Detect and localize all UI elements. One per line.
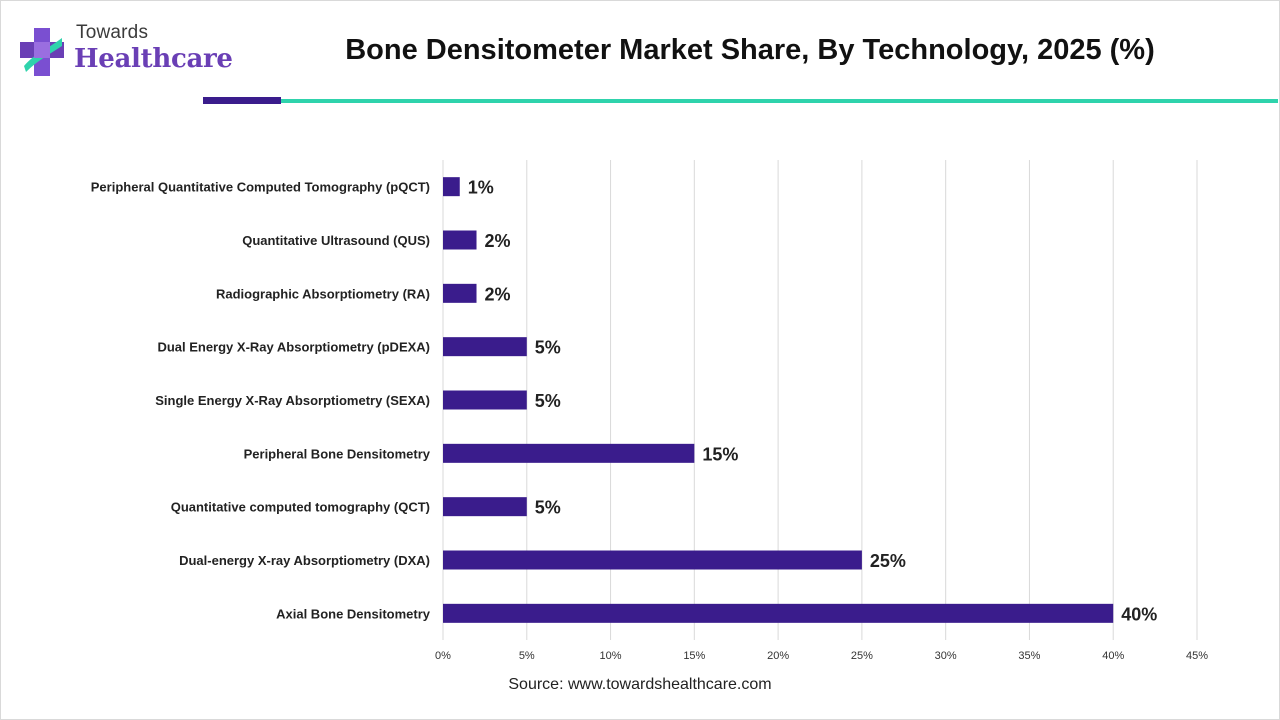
x-tick-label: 35% [1018, 650, 1040, 662]
title-underline [281, 99, 1278, 103]
bar [443, 283, 477, 303]
data-label: 5% [535, 338, 561, 358]
brand-line2: Healthcare [74, 44, 233, 74]
category-label: Quantitative Ultrasound (QUS) [242, 233, 430, 248]
x-tick-label: 25% [851, 650, 873, 662]
data-label: 15% [702, 444, 738, 464]
medical-cross-icon [20, 28, 64, 76]
bar [443, 390, 527, 410]
bar [443, 550, 862, 570]
category-label: Axial Bone Densitometry [276, 606, 431, 621]
bar [443, 443, 695, 463]
x-tick-label: 30% [935, 650, 957, 662]
data-label: 5% [535, 391, 561, 411]
source-note: Source: www.towardshealthcare.com [0, 676, 1280, 694]
source-text: Source: www.towardshealthcare.com [508, 676, 772, 693]
x-tick-label: 45% [1186, 650, 1208, 662]
x-tick-label: 40% [1102, 650, 1124, 662]
category-label: Single Energy X-Ray Absorptiometry (SEXA… [155, 393, 430, 408]
bar [443, 603, 1114, 623]
x-tick-label: 20% [767, 650, 789, 662]
category-label: Dual-energy X-ray Absorptiometry (DXA) [179, 553, 430, 568]
title-underline-accent [203, 97, 281, 104]
data-label: 5% [535, 498, 561, 518]
category-label: Peripheral Quantitative Computed Tomogra… [91, 180, 430, 195]
data-label: 40% [1121, 604, 1157, 624]
category-label: Peripheral Bone Densitometry [244, 446, 431, 461]
x-tick-label: 10% [600, 650, 622, 662]
bar [443, 497, 527, 517]
data-label: 1% [468, 178, 494, 198]
category-label: Quantitative computed tomography (QCT) [171, 500, 430, 515]
data-label: 25% [870, 551, 906, 571]
bar [443, 177, 460, 197]
brand-logo: Towards Healthcare [20, 22, 240, 82]
brand-line1: Towards [76, 22, 149, 43]
data-label: 2% [485, 231, 511, 251]
bar [443, 337, 527, 357]
category-label: Radiographic Absorptiometry (RA) [216, 286, 430, 301]
category-label: Dual Energy X-Ray Absorptiometry (pDEXA) [157, 340, 430, 355]
x-tick-label: 5% [519, 650, 535, 662]
data-label: 2% [485, 284, 511, 304]
x-tick-label: 0% [435, 650, 451, 662]
chart-title: Bone Densitometer Market Share, By Techn… [345, 34, 1155, 66]
x-tick-label: 15% [683, 650, 705, 662]
bar [443, 230, 477, 250]
